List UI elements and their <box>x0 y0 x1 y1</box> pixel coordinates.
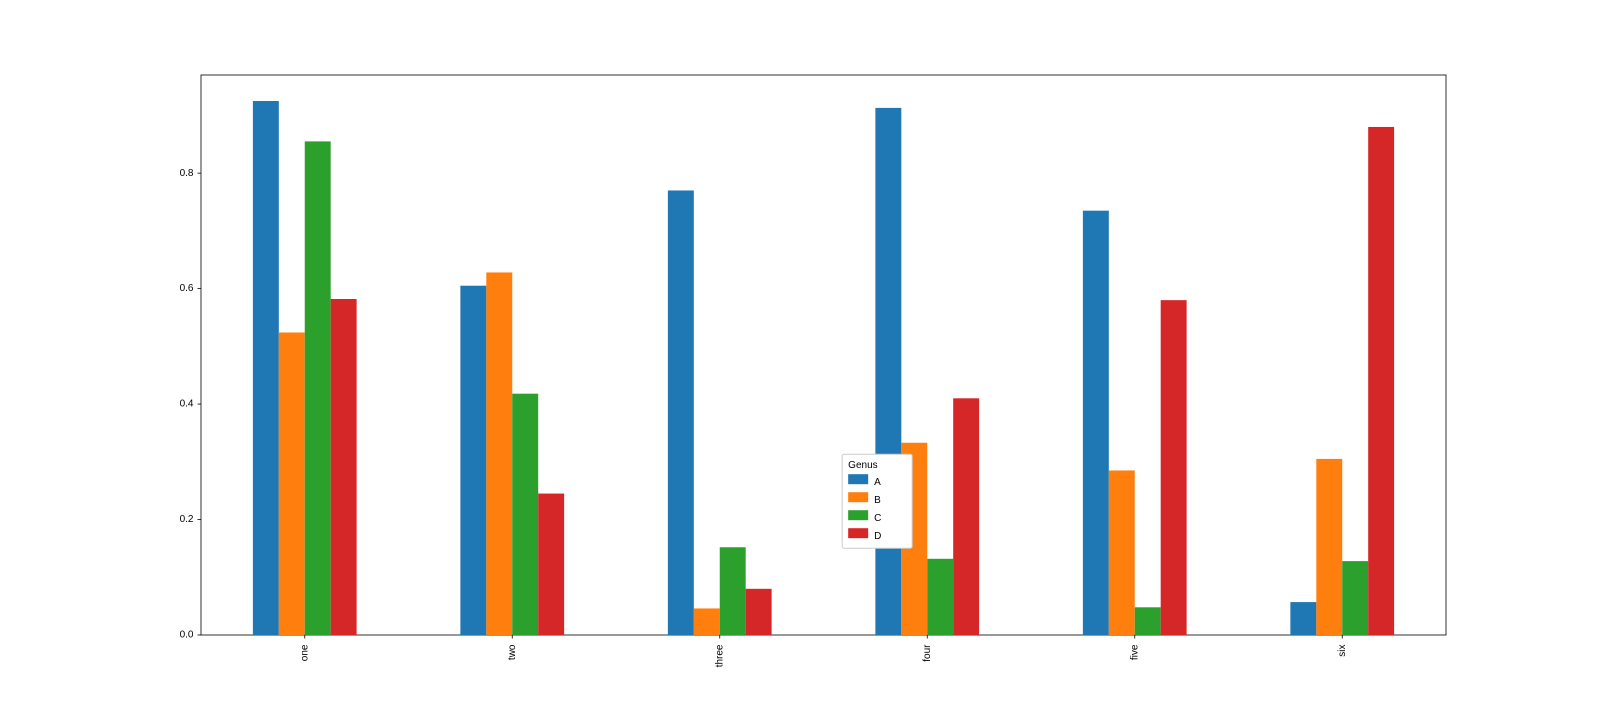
bar-D-five <box>1161 300 1187 635</box>
x-tick-label: five <box>1129 644 1140 660</box>
bar-D-two <box>538 494 564 635</box>
bar-A-three <box>668 190 694 635</box>
y-tick-label: 0.4 <box>180 399 194 410</box>
legend-swatch-D <box>848 528 868 538</box>
bar-A-five <box>1083 211 1109 635</box>
bar-chart: 0.0 0.2 0.4 0.6 0.8 one two three four five six Gen… <box>0 0 1607 726</box>
legend-swatch-C <box>848 510 868 520</box>
x-tick-label: one <box>299 644 310 661</box>
x-tick-label: four <box>922 644 933 662</box>
bar-A-six <box>1290 602 1316 635</box>
bar-C-four <box>927 559 953 635</box>
x-tick-label: six <box>1337 645 1348 657</box>
bar-C-six <box>1342 561 1368 635</box>
legend-title: Genus <box>848 460 877 471</box>
legend-swatch-A <box>848 474 868 484</box>
legend-swatch-B <box>848 492 868 502</box>
bar-C-three <box>720 547 746 635</box>
legend-label-B: B <box>874 495 881 506</box>
x-tick-label: three <box>714 644 725 667</box>
bar-C-five <box>1135 607 1161 635</box>
x-tick-label: two <box>507 644 518 660</box>
bar-A-one <box>253 101 279 635</box>
legend: Genus ABCD <box>842 454 912 548</box>
legend-label-D: D <box>874 531 881 542</box>
bar-B-one <box>279 332 305 635</box>
bar-D-six <box>1368 127 1394 635</box>
bar-D-one <box>331 299 357 635</box>
y-tick-label: 0.8 <box>180 168 194 179</box>
bar-B-three <box>694 608 720 635</box>
bar-C-two <box>512 394 538 635</box>
bar-A-four <box>875 108 901 635</box>
bar-D-four <box>953 398 979 635</box>
chart-container: 0.0 0.2 0.4 0.6 0.8 one two three four five six Gen… <box>0 0 1607 726</box>
y-tick-label: 0.0 <box>180 630 194 641</box>
bar-B-six <box>1316 459 1342 635</box>
bar-B-five <box>1109 470 1135 635</box>
legend-label-A: A <box>874 477 881 488</box>
y-tick-label: 0.2 <box>180 514 194 525</box>
bar-A-two <box>460 286 486 635</box>
bar-B-two <box>486 272 512 635</box>
bar-D-three <box>746 589 772 635</box>
y-tick-label: 0.6 <box>180 283 194 294</box>
legend-label-C: C <box>874 513 881 524</box>
bar-C-one <box>305 141 331 635</box>
